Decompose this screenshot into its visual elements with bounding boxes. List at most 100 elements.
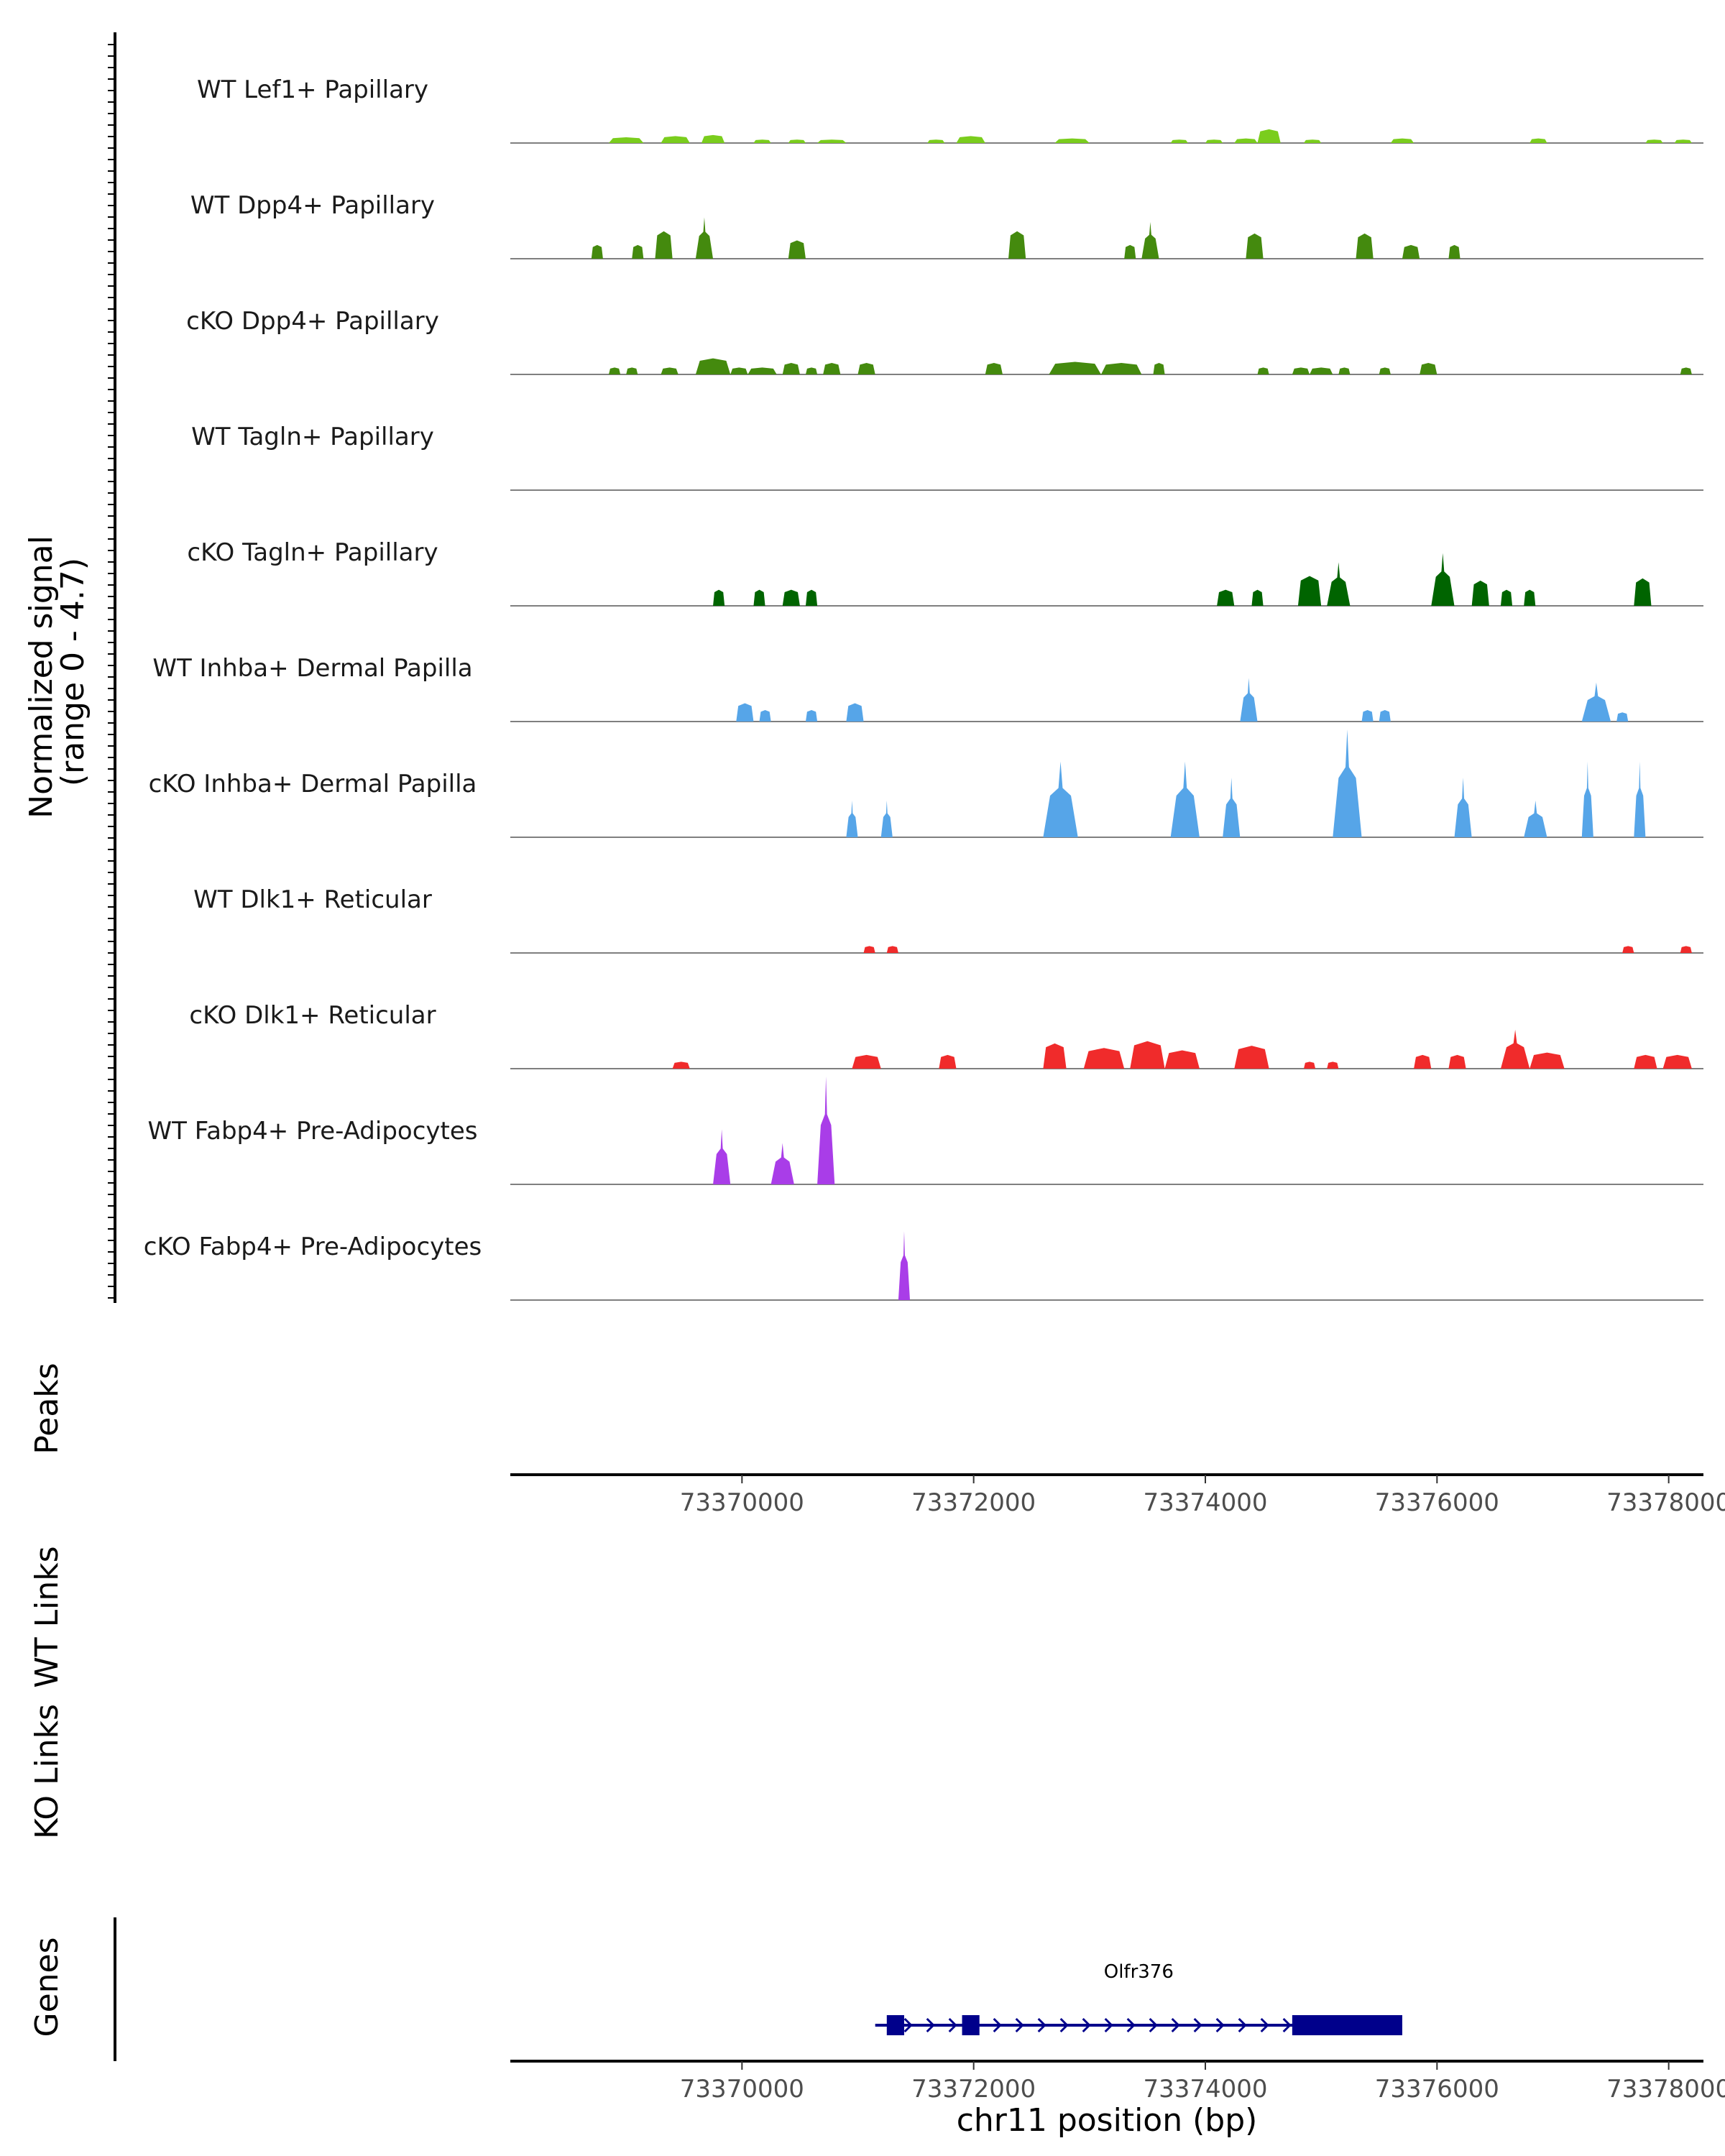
signal-peak bbox=[846, 703, 864, 722]
signal-peak bbox=[655, 231, 673, 259]
track-cko-dlk1-reticular: cKO Dlk1+ Reticular bbox=[189, 1001, 1703, 1069]
signal-peak bbox=[608, 137, 644, 143]
signal-peak bbox=[898, 1231, 911, 1300]
signal-peak bbox=[626, 367, 638, 374]
signal-peak bbox=[1141, 221, 1159, 259]
signal-peak bbox=[1634, 578, 1652, 606]
signal-peak bbox=[863, 946, 875, 953]
ko-links-panel-label: KO Links bbox=[29, 1704, 65, 1839]
signal-peak bbox=[823, 363, 841, 374]
signal-peak bbox=[1124, 244, 1136, 259]
signal-peak bbox=[1153, 363, 1165, 374]
signal-peak bbox=[1674, 139, 1692, 143]
track-wt-tagln-papillary: WT Tagln+ Papillary bbox=[191, 423, 1703, 491]
signal-peak bbox=[788, 139, 806, 143]
signal-peak bbox=[1257, 129, 1281, 143]
signal-peak bbox=[852, 1054, 881, 1069]
signal-peak bbox=[1448, 1054, 1466, 1069]
strand-arrow-icon bbox=[1282, 2017, 1292, 2033]
gene-models: Olfr376 bbox=[875, 1961, 1402, 2035]
signal-peak bbox=[1581, 682, 1611, 722]
peaks-x-axis-tick-label: 73370000 bbox=[680, 1488, 804, 1517]
signal-peak bbox=[805, 589, 818, 606]
peaks-x-axis-tick-label: 73372000 bbox=[911, 1488, 1036, 1517]
track-label: WT Inhba+ Dermal Papilla bbox=[152, 654, 472, 683]
signal-peak bbox=[1327, 562, 1351, 606]
signal-peak bbox=[661, 136, 690, 143]
signal-peak bbox=[1043, 1043, 1067, 1069]
signal-peak bbox=[1043, 761, 1078, 837]
gene-name-label: Olfr376 bbox=[1104, 1961, 1174, 1983]
signal-peak bbox=[713, 589, 725, 606]
signal-peak bbox=[880, 800, 893, 837]
signal-peak bbox=[1223, 778, 1241, 837]
signal-peak bbox=[1327, 1061, 1339, 1069]
signal-peak bbox=[736, 703, 754, 722]
wt-links-panel-label: WT Links bbox=[29, 1546, 65, 1687]
signal-peak bbox=[1100, 363, 1142, 374]
signal-peak bbox=[1130, 1041, 1165, 1069]
track-wt-fabp4-pre-adipocytes: WT Fabp4+ Pre-Adipocytes bbox=[148, 1077, 1703, 1185]
track-label: WT Fabp4+ Pre-Adipocytes bbox=[148, 1117, 478, 1146]
genes-panel-label: Genes bbox=[29, 1937, 65, 2037]
track-label: cKO Dlk1+ Reticular bbox=[189, 1001, 436, 1030]
coverage-tracks: WT Lef1+ Papillary WT Dpp4+ Papillary cKO … bbox=[144, 75, 1703, 1301]
strand-arrow-icon bbox=[1193, 2017, 1202, 2033]
signal-peak bbox=[1530, 138, 1547, 143]
peaks-x-axis-tick-label: 73378000 bbox=[1606, 1488, 1725, 1517]
track-label: WT Lef1+ Papillary bbox=[197, 75, 428, 104]
signal-peak bbox=[1083, 1048, 1125, 1069]
gene-olfr376: Olfr376 bbox=[875, 1961, 1402, 2035]
signal-peak bbox=[857, 363, 875, 374]
strand-arrow-icon bbox=[1260, 2017, 1269, 2033]
signal-peak bbox=[1414, 1054, 1432, 1069]
signal-peak bbox=[1471, 580, 1489, 606]
y-axis-ticks bbox=[108, 44, 115, 1299]
signal-peak bbox=[1379, 367, 1391, 374]
track-cko-tagln-papillary: cKO Tagln+ Papillary bbox=[187, 538, 1703, 607]
signal-peak bbox=[1251, 589, 1264, 606]
signal-peak bbox=[1634, 1054, 1657, 1069]
signal-peak bbox=[1524, 800, 1547, 837]
signal-peak bbox=[1292, 367, 1310, 374]
signal-peak bbox=[1634, 761, 1646, 837]
track-label: cKO Inhba+ Dermal Papilla bbox=[149, 770, 477, 798]
signal-peak bbox=[805, 367, 818, 374]
genes-x-axis-tick-label: 73370000 bbox=[680, 2075, 804, 2104]
peaks-x-axis-tick-label: 73376000 bbox=[1375, 1488, 1499, 1517]
signal-peak bbox=[1616, 712, 1629, 722]
signal-peak bbox=[1257, 367, 1269, 374]
signal-peak bbox=[817, 1077, 835, 1184]
signal-peak bbox=[817, 139, 847, 143]
strand-arrow-icon bbox=[948, 2017, 957, 2033]
signal-peak bbox=[1234, 1046, 1269, 1069]
signal-peak bbox=[1297, 576, 1322, 606]
track-label: cKO Fabp4+ Pre-Adipocytes bbox=[144, 1233, 482, 1261]
gene-exon bbox=[886, 2015, 904, 2035]
strand-arrow-icon bbox=[1104, 2017, 1113, 2033]
track-wt-inhba-dermal-papilla: WT Inhba+ Dermal Papilla bbox=[152, 654, 1703, 722]
signal-peak bbox=[939, 1054, 957, 1069]
signal-peak bbox=[1524, 589, 1536, 606]
signal-peak bbox=[1303, 1061, 1316, 1069]
signal-peak bbox=[591, 244, 603, 259]
signal-peak bbox=[985, 363, 1003, 374]
signal-peak bbox=[927, 139, 945, 143]
peaks-x-axis-ticks: 73370000 73372000 73374000 73376000 73378000 bbox=[680, 1475, 1725, 1517]
signal-peak bbox=[1680, 946, 1692, 953]
signal-peak bbox=[1164, 1050, 1200, 1069]
signal-peak bbox=[1402, 244, 1420, 259]
strand-arrow-icon bbox=[926, 2017, 935, 2033]
signal-peak bbox=[1333, 729, 1362, 837]
track-wt-lef1-papillary: WT Lef1+ Papillary bbox=[197, 75, 1703, 144]
signal-peak bbox=[1662, 1054, 1692, 1069]
track-cko-inhba-dermal-papilla: cKO Inhba+ Dermal Papilla bbox=[149, 729, 1703, 838]
signal-peak bbox=[1361, 710, 1374, 722]
signal-peak bbox=[1049, 361, 1101, 374]
signal-peak bbox=[1170, 139, 1188, 143]
signal-peak bbox=[1622, 946, 1634, 953]
signal-peak bbox=[770, 1143, 794, 1184]
track-label: WT Dpp4+ Papillary bbox=[190, 191, 435, 220]
track-wt-dlk1-reticular: WT Dlk1+ Reticular bbox=[193, 885, 1703, 954]
